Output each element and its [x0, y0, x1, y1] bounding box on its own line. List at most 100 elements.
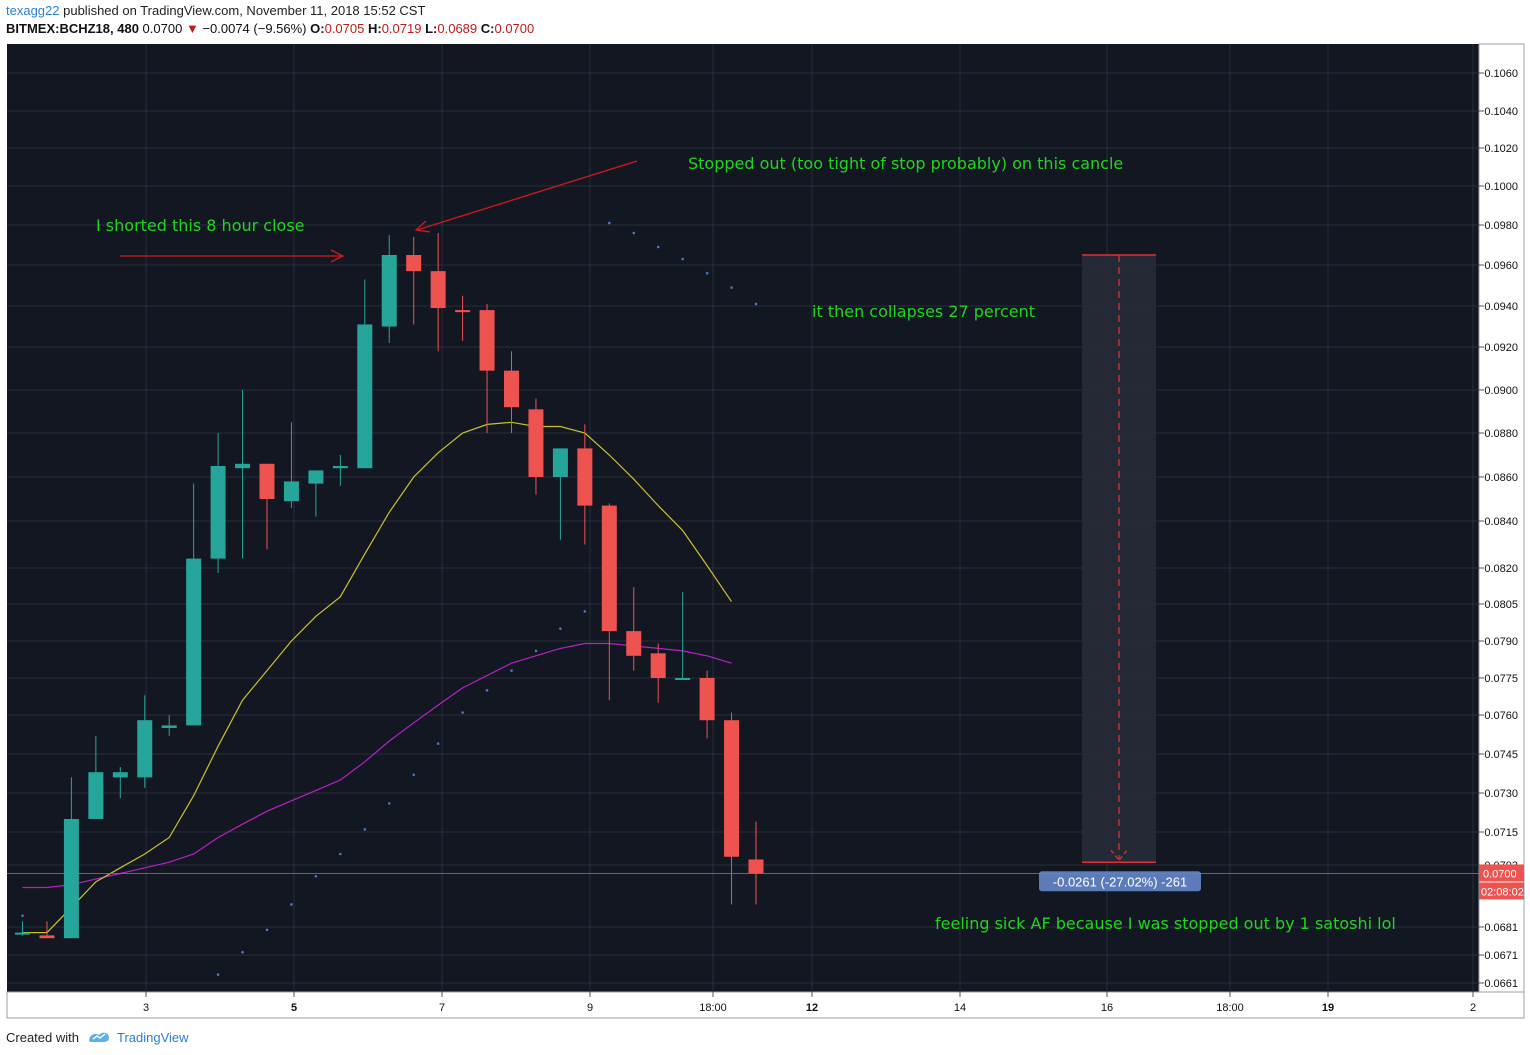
- psar-dot: [681, 257, 684, 261]
- chart-plot-area[interactable]: [7, 44, 1479, 992]
- psar-dot: [754, 302, 758, 306]
- annotation-text: feeling sick AF because I was stopped ou…: [935, 914, 1396, 933]
- measure-label: -0.0261 (-27.02%) -261: [1053, 874, 1187, 889]
- time-tick-label: 12: [806, 1002, 818, 1014]
- candle: [161, 715, 177, 736]
- close-value: 0.0700: [494, 21, 535, 36]
- psar-dot: [436, 742, 440, 745]
- created-with-label: Created with: [6, 1030, 79, 1045]
- price-tick-label: 0.1040: [1484, 106, 1518, 118]
- open-label: O:: [310, 21, 325, 36]
- price-tick-label: 0.0760: [1484, 710, 1518, 722]
- candle-body: [479, 310, 495, 371]
- time-tick-label: 18:00: [699, 1002, 727, 1014]
- candle: [235, 390, 251, 559]
- candle-body: [235, 463, 251, 469]
- psar-dot: [730, 286, 733, 289]
- time-axis[interactable]: [6, 991, 1525, 1019]
- time-tick-label: 19: [1322, 1002, 1334, 1014]
- psar-dot: [485, 689, 489, 692]
- candle: [675, 592, 691, 680]
- candle-body: [552, 448, 568, 477]
- psar-dot: [412, 773, 416, 777]
- time-axis-labels: 3 5 7 9 18:00 12 14 16 18:00 19 2: [143, 992, 1476, 1014]
- candle: [528, 398, 544, 495]
- countdown-badge-label: 02:08:02: [1481, 886, 1524, 898]
- candle-body: [137, 720, 153, 778]
- candle: [699, 670, 715, 739]
- close-label: C:: [480, 21, 495, 36]
- time-tick-label: 2: [1470, 1002, 1476, 1014]
- candle: [332, 455, 348, 486]
- countdown-badge: [1479, 882, 1524, 900]
- price-change: −0.0074 (−9.56%): [202, 21, 307, 36]
- high-value: 0.0719: [381, 21, 422, 36]
- candle-body: [259, 463, 275, 499]
- candle: [406, 237, 422, 325]
- price-tick-label: 0.0960: [1484, 260, 1518, 272]
- open-value: 0.0705: [324, 21, 365, 36]
- price-tick-label: 0.0860: [1484, 472, 1518, 484]
- candle: [210, 433, 226, 573]
- psar-dot: [290, 903, 293, 906]
- time-tick-label: 3: [143, 1002, 149, 1014]
- candle-body: [601, 505, 617, 632]
- publish-info: texagg22 published on TradingView.com, N…: [6, 3, 425, 18]
- time-tick-label: 7: [439, 1002, 445, 1014]
- annotation-text: it then collapses 27 percent: [812, 302, 1035, 321]
- candle-body: [15, 932, 30, 935]
- candle: [479, 303, 495, 433]
- psar-dot: [314, 874, 318, 878]
- last-price-badge: [1479, 864, 1524, 882]
- low-value: 0.0689: [437, 21, 478, 36]
- candle-body: [112, 772, 128, 778]
- measure-label-bg: [1039, 871, 1201, 892]
- measure-tool[interactable]: -0.0261 (-27.02%) -261: [1039, 254, 1201, 892]
- psar-dot: [656, 245, 660, 249]
- time-tick-label: 16: [1101, 1002, 1113, 1014]
- candle-body: [724, 720, 740, 857]
- price-tick-label: 0.0840: [1484, 516, 1518, 528]
- tradingview-link[interactable]: TradingView: [116, 1030, 189, 1045]
- price-tick-label: 0.0980: [1484, 220, 1518, 232]
- time-tick-label: 14: [954, 1002, 966, 1014]
- price-tick-label: 0.0730: [1484, 788, 1518, 800]
- time-tick-label: 5: [291, 1002, 297, 1014]
- candle-body: [406, 255, 422, 272]
- candle: [504, 351, 519, 433]
- price-tick-label: 0.1060: [1484, 68, 1518, 80]
- candle: [112, 767, 128, 799]
- candle-body: [161, 725, 177, 728]
- psar-dot: [632, 231, 636, 235]
- candle-body: [63, 819, 79, 939]
- parabolic-sar-dots: [21, 221, 758, 976]
- candle: [186, 483, 202, 726]
- price-tick-label: 0.0820: [1484, 563, 1518, 575]
- annotations: Stopped out (too tight of stop probably)…: [96, 154, 1396, 933]
- candle: [626, 587, 642, 671]
- psar-dot: [387, 802, 391, 805]
- time-tick-label: 18:00: [1216, 1002, 1244, 1014]
- candle: [308, 470, 324, 517]
- candle: [748, 821, 764, 905]
- psar-dot: [510, 669, 513, 672]
- candle: [137, 695, 153, 788]
- symbol-ohlc-line: BITMEX:BCHZ18, 480 0.0700 ▼ −0.0074 (−9.…: [6, 21, 534, 36]
- candle: [357, 279, 373, 469]
- candle-body: [88, 772, 104, 819]
- price-tick-label: 0.0671: [1484, 950, 1518, 962]
- psar-dot: [705, 271, 709, 275]
- price-axis-labels: 0.06610.06710.06810.07030.07150.07300.07…: [1479, 68, 1518, 990]
- ema-fast-line: [22, 421, 732, 934]
- candle: [455, 295, 471, 341]
- candle-body: [626, 631, 642, 656]
- last-price: 0.0700: [142, 21, 183, 36]
- psar-dot: [583, 610, 587, 613]
- price-tick-label: 0.0661: [1484, 978, 1518, 990]
- psar-dot: [339, 852, 342, 856]
- footer: Created with TradingView: [6, 1029, 189, 1046]
- author-link[interactable]: texagg22: [6, 3, 60, 18]
- price-tick-label: 0.0880: [1484, 428, 1518, 440]
- last-price-badge-label: 0.0700: [1483, 868, 1517, 880]
